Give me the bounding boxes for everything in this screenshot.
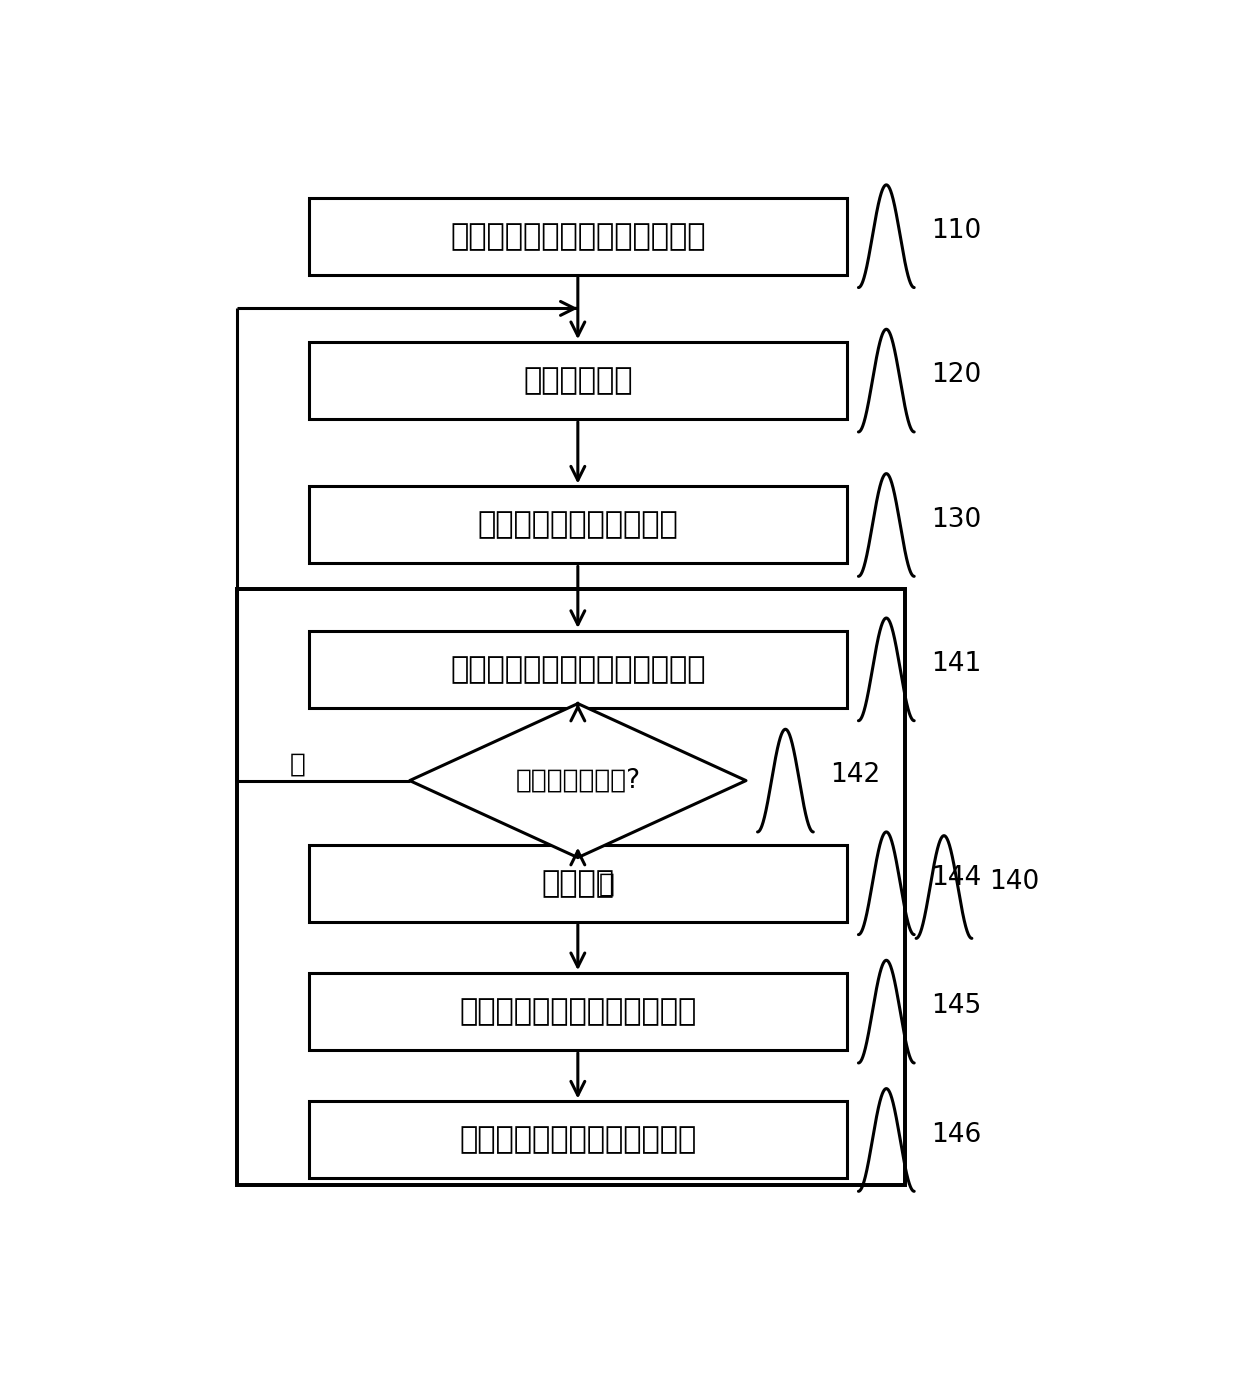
Text: 120: 120: [931, 363, 982, 389]
Text: 110: 110: [931, 218, 982, 244]
Text: 对变异后模型进行训练和验证: 对变异后模型进行训练和验证: [459, 997, 697, 1026]
Text: 144: 144: [931, 865, 982, 890]
Text: 141: 141: [931, 651, 982, 676]
Bar: [309, 845, 847, 922]
Text: 142: 142: [831, 763, 880, 788]
Text: 对神经网络模型进行进化: 对神经网络模型进行进化: [477, 511, 678, 539]
Text: 130: 130: [931, 507, 982, 532]
Text: 确定相关系数: 确定相关系数: [523, 367, 632, 394]
Text: 140: 140: [990, 868, 1039, 895]
Bar: [309, 486, 847, 564]
Text: 对神经网络模型进行训练和验证: 对神经网络模型进行训练和验证: [450, 654, 706, 683]
Bar: [309, 1101, 847, 1178]
Text: 146: 146: [931, 1121, 982, 1147]
Text: 将更优的模型作为预测用模型: 将更优的模型作为预测用模型: [459, 1125, 697, 1154]
Text: 是: 是: [599, 871, 615, 897]
Text: 满足收敛条件吗?: 满足收敛条件吗?: [516, 768, 640, 793]
Bar: [309, 631, 847, 708]
Polygon shape: [409, 704, 746, 857]
Text: 模型变异: 模型变异: [542, 868, 614, 897]
Bar: [309, 342, 847, 419]
Bar: [309, 974, 847, 1050]
Text: 145: 145: [931, 993, 982, 1020]
Text: 否: 否: [290, 751, 305, 778]
Text: 根据样本数据构建神经网络模型: 根据样本数据构建神经网络模型: [450, 222, 706, 250]
Bar: [309, 197, 847, 275]
Bar: [237, 589, 904, 1185]
